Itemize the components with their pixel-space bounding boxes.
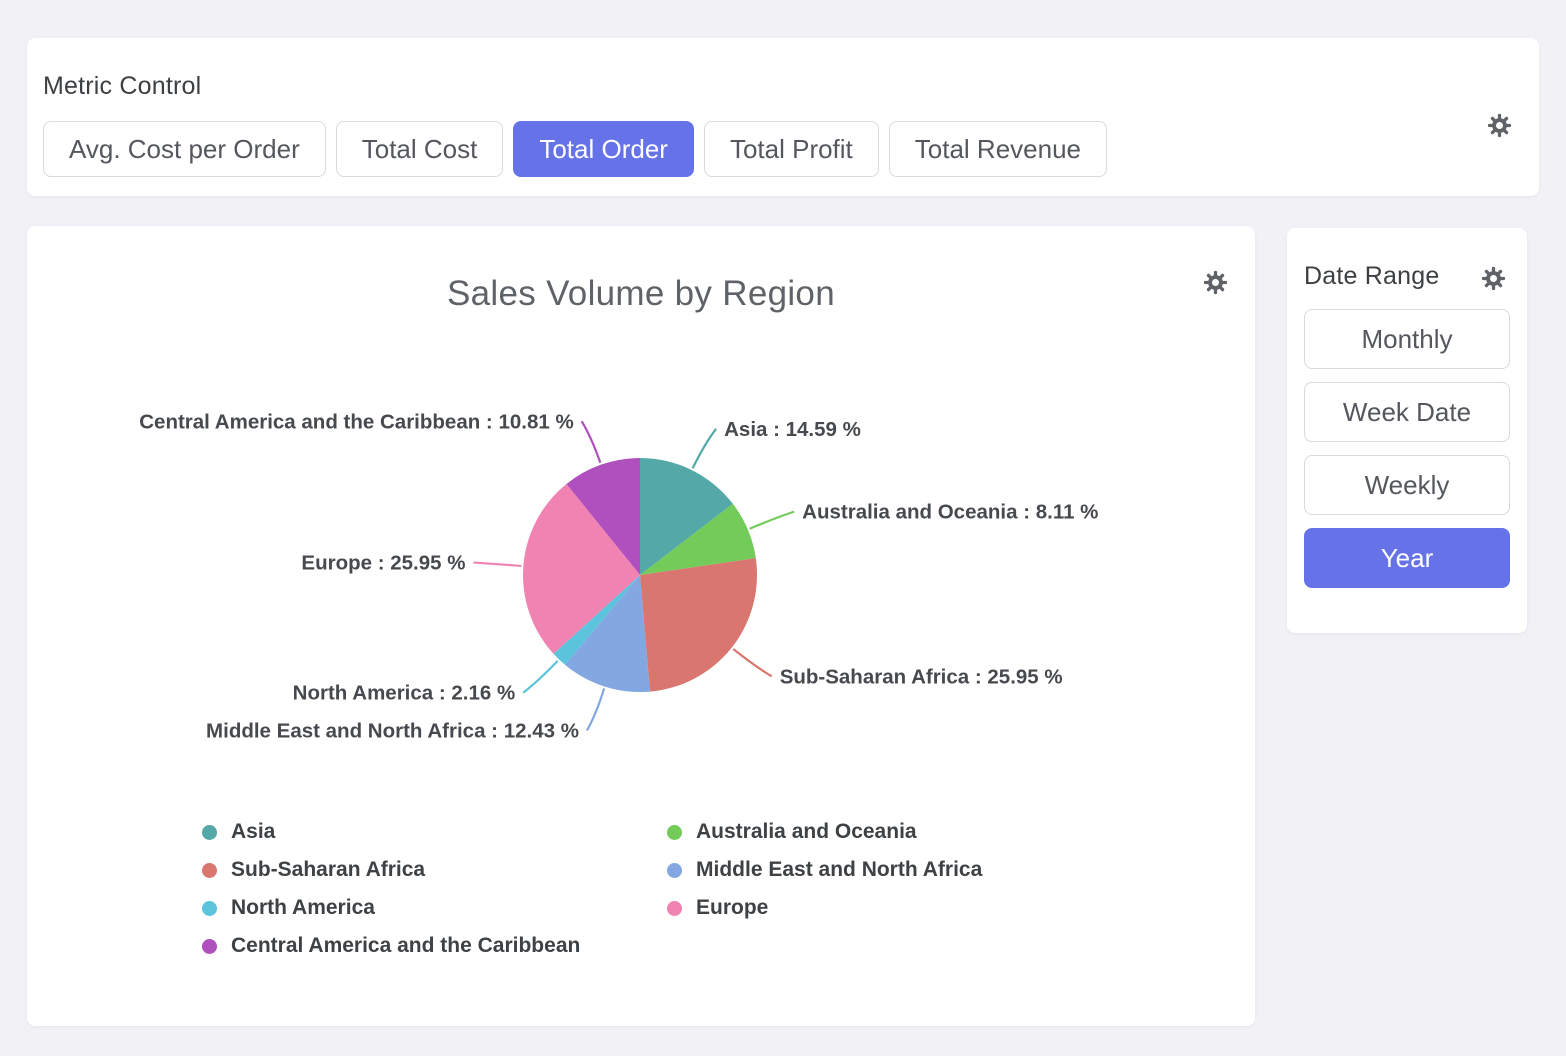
legend-label: Australia and Oceania: [696, 820, 917, 844]
legend-item-australia-and-oceania[interactable]: Australia and Oceania: [667, 813, 982, 851]
pie-label-sub-saharan-africa: Sub-Saharan Africa : 25.95 %: [780, 665, 1063, 688]
metric-control-title: Metric Control: [43, 72, 201, 101]
legend-dot-middle-east-and-north-africa: [667, 863, 682, 878]
legend-label: Asia: [231, 820, 275, 844]
pie-label-central-america-and-the-caribbean: Central America and the Caribbean : 10.8…: [139, 410, 573, 433]
pie-label-asia: Asia : 14.59 %: [724, 418, 861, 441]
legend-item-sub-saharan-africa[interactable]: Sub-Saharan Africa: [202, 851, 580, 889]
date-range-title: Date Range: [1304, 262, 1439, 291]
leader-line-europe: [473, 563, 521, 566]
date-range-card: Date Range Monthly Week Date Weekly Year: [1287, 228, 1527, 633]
legend-column-right: Australia and Oceania Middle East and Nor…: [667, 813, 982, 927]
date-range-button-group: Monthly Week Date Weekly Year: [1304, 309, 1510, 588]
legend-label: Central America and the Caribbean: [231, 934, 580, 958]
date-range-settings-gear-icon[interactable]: [1479, 264, 1507, 292]
pie-slice-sub-saharan-africa[interactable]: [640, 558, 757, 691]
legend-label: Europe: [696, 896, 768, 920]
leader-line-north-america: [523, 661, 557, 693]
metric-settings-gear-icon[interactable]: [1485, 111, 1513, 139]
legend-label: Sub-Saharan Africa: [231, 858, 425, 882]
leader-line-middle-east-and-north-africa: [587, 688, 604, 730]
legend-label: North America: [231, 896, 375, 920]
metric-button-group: Avg. Cost per OrderTotal CostTotal Order…: [43, 121, 1107, 177]
date-range-button-monthly[interactable]: Monthly: [1304, 309, 1510, 369]
legend-item-middle-east-and-north-africa[interactable]: Middle East and North Africa: [667, 851, 982, 889]
sales-volume-chart-card: Sales Volume by Region Asia : 14.59 %Aus…: [27, 226, 1255, 1026]
legend-dot-australia-and-oceania: [667, 825, 682, 840]
pie-label-middle-east-and-north-africa: Middle East and North Africa : 12.43 %: [206, 719, 579, 742]
legend-dot-north-america: [202, 901, 217, 916]
legend-label: Middle East and North Africa: [696, 858, 982, 882]
leader-line-sub-saharan-africa: [733, 649, 771, 676]
pie-label-north-america: North America : 2.16 %: [293, 682, 516, 705]
legend-item-central-america-and-the-caribbean[interactable]: Central America and the Caribbean: [202, 927, 580, 965]
legend-item-asia[interactable]: Asia: [202, 813, 580, 851]
leader-line-australia-and-oceania: [750, 512, 795, 529]
pie-label-australia-and-oceania: Australia and Oceania : 8.11 %: [802, 501, 1098, 524]
date-range-button-year[interactable]: Year: [1304, 528, 1510, 588]
legend-dot-asia: [202, 825, 217, 840]
metric-button-total-profit[interactable]: Total Profit: [704, 121, 879, 177]
date-range-button-week-date[interactable]: Week Date: [1304, 382, 1510, 442]
legend-item-north-america[interactable]: North America: [202, 889, 580, 927]
metric-control-card: Metric Control Avg. Cost per OrderTotal …: [27, 38, 1539, 196]
metric-button-avg-cost-per-order[interactable]: Avg. Cost per Order: [43, 121, 326, 177]
metric-button-total-revenue[interactable]: Total Revenue: [889, 121, 1107, 177]
metric-button-total-cost[interactable]: Total Cost: [336, 121, 504, 177]
pie-label-europe: Europe : 25.95 %: [301, 552, 465, 575]
legend-column-left: Asia Sub-Saharan Africa North America Centr…: [202, 813, 580, 965]
leader-line-asia: [693, 429, 716, 468]
leader-line-central-america-and-the-caribbean: [582, 421, 601, 462]
legend-dot-central-america-and-the-caribbean: [202, 939, 217, 954]
metric-button-total-order[interactable]: Total Order: [513, 121, 694, 177]
date-range-button-weekly[interactable]: Weekly: [1304, 455, 1510, 515]
legend-dot-europe: [667, 901, 682, 916]
legend-item-europe[interactable]: Europe: [667, 889, 982, 927]
legend-dot-sub-saharan-africa: [202, 863, 217, 878]
